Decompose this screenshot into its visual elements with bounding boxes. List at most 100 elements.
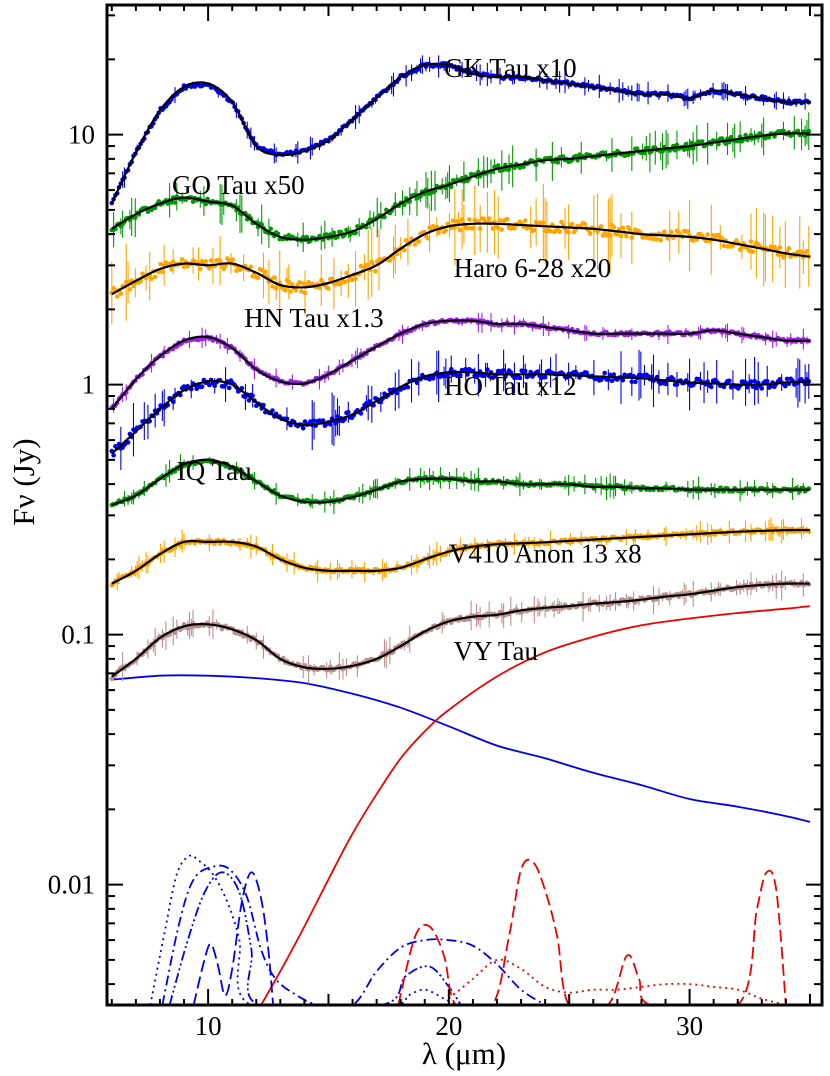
data-point: [152, 274, 158, 280]
data-point: [620, 377, 626, 383]
data-point: [723, 141, 728, 146]
data-point: [764, 379, 770, 384]
y-axis-title: Fν (Jy): [6, 438, 41, 525]
x-axis-title: λ (μm): [422, 1036, 506, 1071]
data-point: [293, 288, 299, 293]
data-point: [331, 230, 337, 236]
data-point: [719, 236, 725, 241]
data-point: [263, 269, 268, 275]
data-point: [465, 226, 470, 231]
data-point: [627, 227, 633, 232]
data-point: [629, 379, 635, 385]
data-point: [270, 284, 275, 289]
data-point: [349, 277, 355, 283]
series-label-1: GO Tau x50: [172, 170, 305, 200]
data-point: [286, 279, 292, 285]
model-curve-1: [111, 132, 811, 241]
series-label-5: IQ Tau: [177, 456, 252, 486]
data-point: [405, 384, 411, 390]
data-point: [199, 384, 205, 389]
data-point: [449, 184, 454, 189]
data-point: [606, 377, 611, 383]
data-point: [412, 242, 418, 247]
y-tick-label: 10: [68, 120, 95, 150]
spectrum-7: [109, 570, 812, 684]
data-point: [373, 268, 378, 274]
data-point: [495, 225, 501, 231]
data-point: [743, 380, 748, 385]
data-point: [286, 232, 292, 238]
data-point: [160, 269, 165, 275]
data-point: [207, 266, 212, 271]
x-tick-label: 30: [676, 1011, 703, 1041]
data-point: [194, 386, 199, 392]
series-label-6: V410 Anon 13 x8: [449, 539, 642, 569]
data-point: [268, 226, 274, 232]
data-point: [598, 224, 604, 229]
data-point: [690, 146, 696, 151]
y-tick-label: 0.01: [48, 870, 95, 900]
data-point: [456, 219, 461, 224]
data-point: [450, 218, 456, 223]
data-point: [541, 220, 546, 225]
data-point: [203, 259, 208, 264]
data-point: [759, 386, 765, 391]
data-point: [212, 383, 217, 389]
data-point: [624, 234, 629, 239]
series-label-7: VY Tau: [454, 636, 539, 666]
data-point: [353, 276, 358, 282]
plot-frame: [105, 3, 824, 1007]
data-point: [658, 237, 663, 243]
model-curve-2: [111, 222, 811, 296]
data-point: [246, 398, 252, 403]
data-point: [777, 245, 783, 250]
data-point: [290, 282, 295, 287]
data-point: [311, 418, 317, 424]
component-curve-4: [168, 871, 462, 1005]
data-point: [660, 149, 665, 154]
data-point: [217, 258, 223, 264]
data-point: [743, 132, 748, 138]
data-point: [588, 231, 593, 237]
data-point: [647, 236, 653, 241]
data-point: [226, 385, 232, 391]
component-curve-1: [260, 605, 811, 1005]
data-point: [299, 289, 304, 294]
data-point: [346, 409, 351, 415]
data-point: [532, 227, 537, 233]
data-point: [633, 379, 638, 385]
data-point: [721, 243, 727, 249]
data-point: [555, 160, 561, 165]
data-point: [476, 372, 481, 378]
data-point: [584, 370, 589, 376]
data-point: [490, 226, 496, 231]
data-point: [609, 378, 615, 384]
data-point: [127, 287, 133, 292]
data-point: [615, 232, 620, 237]
data-point: [288, 289, 293, 294]
data-point: [272, 275, 277, 280]
data-point: [248, 264, 254, 270]
data-point: [745, 384, 750, 390]
data-point: [302, 290, 308, 296]
data-point: [255, 275, 261, 281]
data-point: [662, 229, 667, 234]
data-point: [335, 414, 340, 419]
data-point: [181, 264, 187, 270]
y-tick-label: 1: [82, 370, 96, 400]
data-point: [172, 200, 178, 205]
data-point: [517, 375, 523, 381]
data-point: [329, 276, 335, 282]
data-point: [748, 239, 754, 244]
data-point: [629, 235, 635, 241]
data-point: [569, 221, 575, 227]
data-point: [672, 148, 678, 153]
data-point: [324, 232, 330, 237]
series-label-3: HN Tau x1.3: [244, 303, 383, 333]
data-point: [270, 408, 275, 413]
data-point: [523, 368, 528, 374]
data-point: [611, 224, 617, 230]
data-point: [709, 384, 714, 390]
data-point: [465, 372, 470, 377]
